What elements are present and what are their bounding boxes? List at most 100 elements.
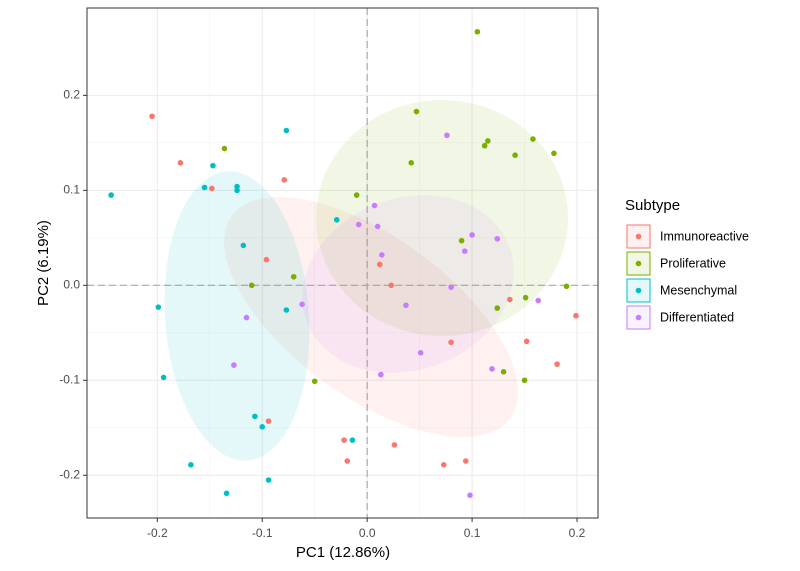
- point: [311, 378, 318, 385]
- panel: [87, 8, 598, 518]
- point: [440, 462, 447, 468]
- y-tick-label: 0.2: [63, 88, 80, 102]
- point: [243, 314, 250, 321]
- point: [494, 235, 501, 242]
- point: [448, 284, 454, 291]
- y-tick-label: 0.1: [63, 183, 80, 197]
- point: [290, 273, 297, 280]
- legend-label: Immunoreactive: [660, 229, 749, 243]
- point: [469, 232, 475, 238]
- point: [252, 413, 258, 420]
- point: [485, 138, 491, 144]
- point: [458, 237, 465, 244]
- point: [554, 361, 560, 367]
- point: [201, 184, 208, 191]
- y-axis-title: PC2 (6.19%): [35, 220, 52, 306]
- point: [489, 366, 495, 372]
- point: [210, 162, 216, 169]
- point: [494, 305, 501, 311]
- panel-border: [86, 7, 599, 519]
- axes: -0.2 -0.1 0.0 0.1 0.2 -0.2 -0.1 0.0 0.1 0.2: [59, 88, 585, 541]
- ellipse: [316, 100, 568, 336]
- x-tick-label: 0.0: [359, 526, 376, 540]
- ellipse: [164, 171, 310, 461]
- legend-point: [635, 314, 642, 321]
- point: [108, 192, 114, 198]
- point: [403, 302, 409, 309]
- point: [522, 294, 529, 301]
- point: [333, 216, 340, 223]
- point: [377, 371, 384, 378]
- legend-point: [635, 287, 642, 294]
- point: [413, 108, 420, 115]
- x-tick-label: -0.1: [252, 526, 273, 540]
- point: [209, 185, 215, 192]
- legend: Immunoreactive Proliferative Mesenchymal Di…: [626, 224, 749, 330]
- point: [481, 142, 488, 149]
- point: [371, 202, 378, 209]
- legend-label: Differentiated: [660, 310, 734, 324]
- point: [376, 261, 383, 268]
- point: [474, 28, 481, 35]
- point: [188, 462, 194, 468]
- point: [177, 160, 184, 166]
- point: [341, 437, 347, 443]
- point: [512, 152, 518, 159]
- y-tick-label: -0.2: [59, 467, 80, 481]
- point: [408, 160, 415, 166]
- points: [108, 28, 579, 499]
- point: [448, 339, 454, 346]
- point: [461, 248, 468, 254]
- point: [221, 145, 228, 152]
- point: [551, 150, 557, 157]
- point: [223, 490, 230, 497]
- point: [248, 282, 255, 289]
- ellipse: [224, 196, 518, 438]
- x-axis-title: PC1 (12.86%): [296, 544, 390, 561]
- point: [353, 192, 360, 198]
- point: [234, 187, 240, 194]
- point: [355, 221, 362, 228]
- point: [500, 368, 507, 375]
- point: [417, 349, 424, 356]
- point: [379, 252, 385, 258]
- point: [467, 492, 473, 499]
- point: [391, 442, 398, 448]
- point: [263, 256, 270, 263]
- point: [530, 136, 536, 142]
- point: [444, 132, 450, 139]
- point: [283, 127, 290, 134]
- point: [563, 283, 570, 290]
- point: [388, 282, 395, 289]
- point: [155, 304, 162, 310]
- point: [349, 437, 356, 443]
- point: [535, 297, 541, 304]
- point: [240, 242, 247, 249]
- point: [344, 458, 351, 464]
- x-tick-label: -0.2: [147, 526, 168, 540]
- x-tick-label: 0.1: [464, 526, 481, 540]
- point: [259, 424, 266, 430]
- point: [374, 223, 381, 230]
- point: [521, 377, 528, 384]
- point: [281, 177, 288, 183]
- point: [265, 477, 272, 483]
- y-tick-label: 0.0: [63, 277, 80, 291]
- y-tick-label: -0.1: [59, 372, 80, 386]
- legend-point: [635, 233, 642, 240]
- grid: [87, 8, 598, 518]
- legend-label: Proliferative: [660, 256, 726, 270]
- point: [523, 338, 530, 345]
- legend-label: Mesenchymal: [660, 283, 737, 297]
- point: [149, 113, 155, 120]
- x-tick-label: 0.2: [569, 526, 586, 540]
- legend-point: [635, 260, 642, 267]
- point: [462, 458, 469, 464]
- point: [160, 374, 167, 381]
- point: [507, 296, 513, 303]
- point: [283, 307, 290, 313]
- point: [231, 362, 237, 368]
- point: [299, 301, 305, 308]
- point: [573, 312, 579, 319]
